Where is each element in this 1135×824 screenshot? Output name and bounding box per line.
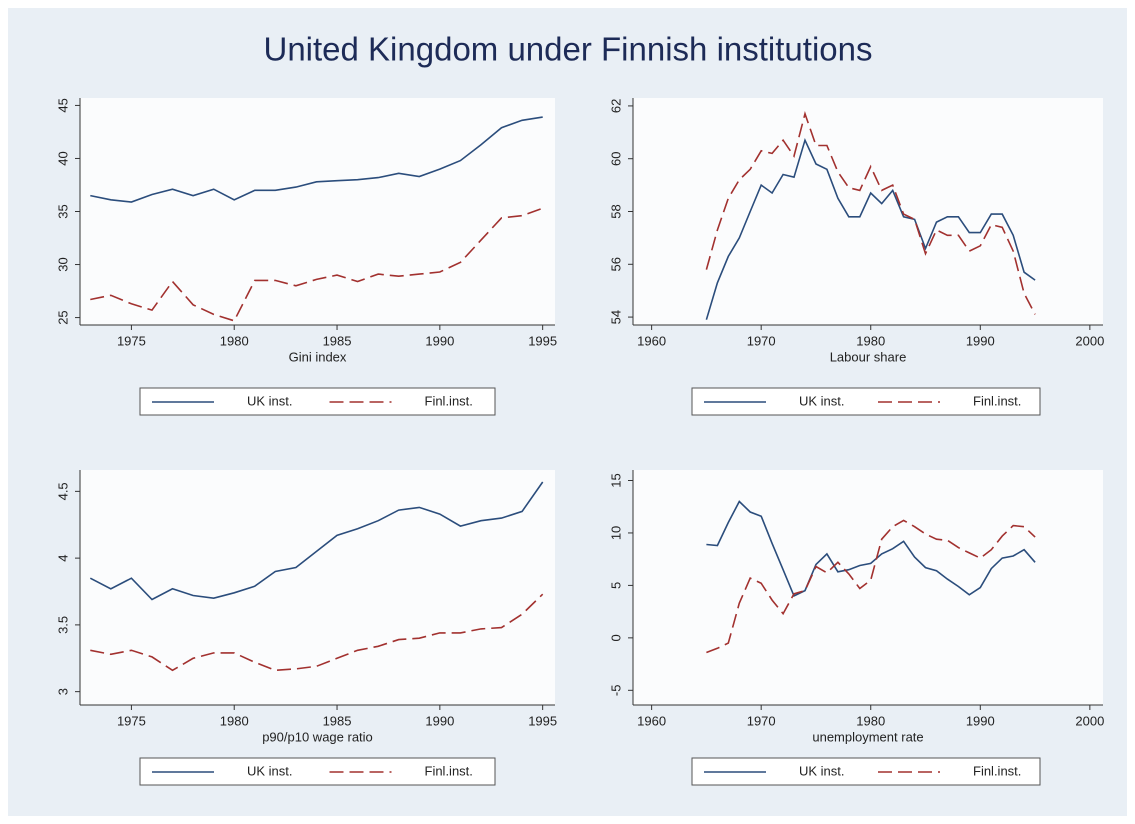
x-tick-label: 1960 xyxy=(637,713,666,728)
y-tick-label: 4 xyxy=(55,555,70,562)
y-tick-label: 3 xyxy=(55,688,70,695)
x-axis-label: unemployment rate xyxy=(812,729,923,744)
y-tick-label: 54 xyxy=(608,310,623,324)
y-tick-label: 58 xyxy=(608,204,623,218)
x-axis-label: Labour share xyxy=(830,349,907,364)
x-tick-label: 1980 xyxy=(856,333,885,348)
x-tick-label: 1980 xyxy=(220,333,249,348)
legend-label: UK inst. xyxy=(799,763,845,778)
plot-area xyxy=(80,98,555,325)
y-tick-label: 0 xyxy=(608,634,623,641)
y-tick-label: 15 xyxy=(608,473,623,487)
x-tick-label: 1990 xyxy=(966,333,995,348)
x-tick-label: 1990 xyxy=(425,333,454,348)
x-tick-label: 1995 xyxy=(528,333,557,348)
x-tick-label: 1975 xyxy=(117,713,146,728)
x-tick-label: 1975 xyxy=(117,333,146,348)
plot-area xyxy=(80,470,555,705)
y-tick-label: 35 xyxy=(55,204,70,218)
y-tick-label: 40 xyxy=(55,151,70,165)
y-tick-label: 3.5 xyxy=(55,616,70,634)
figure-title: United Kingdom under Finnish institution… xyxy=(263,31,872,68)
legend-label: Finl.inst. xyxy=(425,763,473,778)
y-tick-label: 10 xyxy=(608,526,623,540)
y-tick-label: 56 xyxy=(608,257,623,271)
x-axis-label: Gini index xyxy=(289,349,347,364)
series-line xyxy=(706,519,1036,654)
y-tick-label: 5 xyxy=(608,582,623,589)
legend-label: Finl.inst. xyxy=(425,393,473,408)
x-tick-label: 1990 xyxy=(966,713,995,728)
x-tick-label: 1995 xyxy=(528,713,557,728)
x-tick-label: 1970 xyxy=(747,333,776,348)
series-line xyxy=(706,500,1036,597)
x-tick-label: 1990 xyxy=(425,713,454,728)
y-tick-label: 62 xyxy=(608,99,623,113)
x-tick-label: 2000 xyxy=(1075,713,1104,728)
x-axis-label: p90/p10 wage ratio xyxy=(262,729,373,744)
x-tick-label: 1970 xyxy=(747,713,776,728)
legend-label: Finl.inst. xyxy=(973,393,1021,408)
x-tick-label: 1980 xyxy=(220,713,249,728)
y-tick-label: 60 xyxy=(608,151,623,165)
plot-area xyxy=(633,98,1103,325)
legend-label: UK inst. xyxy=(799,393,845,408)
y-tick-label: 25 xyxy=(55,310,70,324)
x-tick-label: 1985 xyxy=(323,333,352,348)
legend-label: UK inst. xyxy=(247,393,293,408)
series-line xyxy=(705,111,1036,315)
x-tick-label: 2000 xyxy=(1075,333,1104,348)
series-line xyxy=(90,116,543,203)
x-tick-label: 1985 xyxy=(323,713,352,728)
x-tick-label: 1980 xyxy=(856,713,885,728)
legend-label: Finl.inst. xyxy=(973,763,1021,778)
y-tick-label: 45 xyxy=(55,98,70,112)
legend-label: UK inst. xyxy=(247,763,293,778)
y-tick-label: 30 xyxy=(55,257,70,271)
series-line xyxy=(89,481,544,601)
series-line xyxy=(705,137,1036,320)
plot-area xyxy=(633,470,1103,705)
x-tick-label: 1960 xyxy=(637,333,666,348)
series-line xyxy=(90,207,543,322)
y-tick-label: -5 xyxy=(608,685,623,697)
y-tick-label: 4.5 xyxy=(55,482,70,500)
